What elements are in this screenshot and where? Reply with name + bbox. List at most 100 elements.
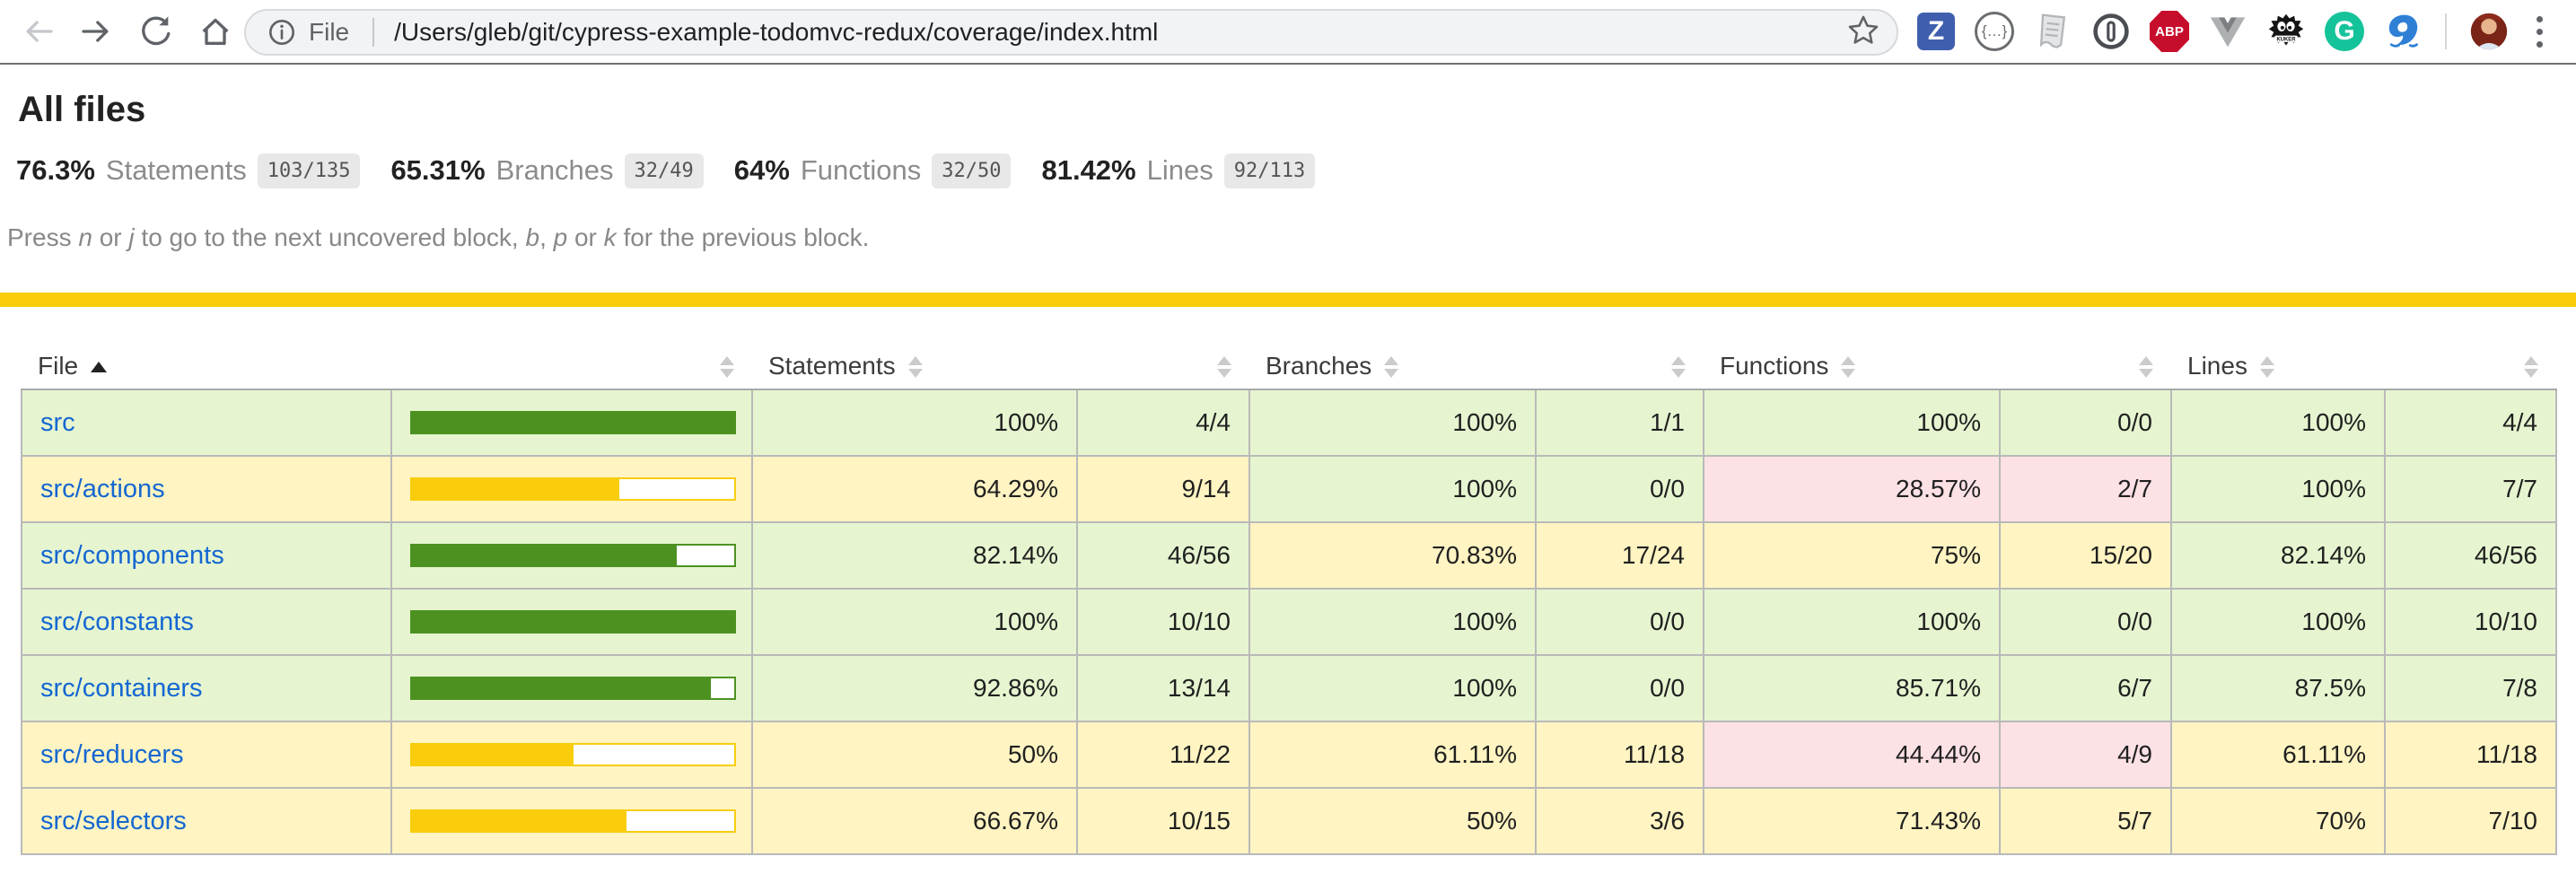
extension-adblock-plus[interactable]: ABP [2150,11,2189,52]
lines-pct-cell: 70% [2170,787,2386,855]
url-text[interactable]: /Users/gleb/git/cypress-example-todomvc-… [394,18,1159,46]
functions-abs-cell: 0/0 [1999,389,2172,457]
column-header-bar[interactable] [391,348,752,390]
functions-abs-cell: 2/7 [1999,455,2172,523]
toolbar-divider [2445,13,2447,49]
coverage-bar [410,743,736,766]
coverage-bar [410,544,736,567]
file-cell: src/selectors [21,787,392,855]
column-header-lines-abs[interactable] [2385,348,2556,390]
extension-octopus[interactable] [2383,12,2423,51]
lines-pct-cell: 100% [2170,455,2386,523]
functions-abs-cell: 5/7 [1999,787,2172,855]
menu-dot [2537,15,2543,22]
statements-pct-cell: 66.67% [751,787,1078,855]
monster-icon: KUKER [2268,13,2304,46]
table-header-row: File Statements Branches Functions Lines [22,348,2556,390]
column-header-statements[interactable]: Statements [752,348,1077,390]
coverage-bar-cell [390,521,753,590]
reload-icon [142,16,171,46]
reload-button[interactable] [138,13,174,49]
keyboard-hint: Press n or j to go to the next uncovered… [7,223,870,251]
statements-pct-cell: 64.29% [751,455,1078,523]
page-info-icon[interactable] [267,18,296,47]
file-link[interactable]: src/reducers [40,739,184,769]
file-cell: src/actions [21,455,392,523]
sort-icon [907,356,923,379]
coverage-bar-fill [412,612,734,632]
statements-pct: 76.3% [16,154,95,186]
back-button[interactable] [20,13,56,49]
sort-icon [1384,356,1399,379]
address-bar[interactable]: File /Users/gleb/git/cypress-example-tod… [244,9,1898,56]
bookmark-star-button[interactable] [1846,13,1880,52]
document-scroll-icon [2039,13,2066,48]
menu-dot [2537,40,2543,48]
branches-pct-cell: 100% [1249,588,1537,656]
browser-menu-button[interactable] [2528,15,2552,48]
extension-onepassword[interactable] [2091,12,2131,51]
branches-pct-cell: 100% [1249,389,1537,457]
table-row: src/actions 64.29% 9/14 100% 0/0 28.57% … [21,455,2557,523]
file-link[interactable]: src/containers [40,673,203,703]
back-arrow-icon [26,21,53,42]
lines-fraction: 92/113 [1223,153,1316,188]
statements-abs-cell: 13/14 [1076,654,1250,722]
lines-abs-cell: 46/56 [2384,521,2557,590]
functions-pct: 64% [733,154,790,186]
blue-octopus-icon [2388,14,2418,48]
file-cell: src/reducers [21,721,392,789]
column-header-lines[interactable]: Lines [2171,348,2385,390]
file-cell: src/constants [21,588,392,656]
column-header-branches-abs[interactable] [1536,348,1704,390]
column-header-branches[interactable]: Branches [1249,348,1536,390]
coverage-bar-cell [390,721,753,789]
sort-icon [1671,356,1686,379]
file-link[interactable]: src/constants [40,607,194,636]
avatar-icon [2470,13,2508,50]
lines-abs-cell: 10/10 [2384,588,2557,656]
column-header-functions-abs[interactable] [2000,348,2171,390]
lines-pct-cell: 100% [2170,389,2386,457]
coverage-bar [410,677,736,700]
coverage-bar-fill [412,479,619,499]
lines-abs-cell: 11/18 [2384,721,2557,789]
extension-json-viewer[interactable]: {…} [1975,12,2014,51]
stat-functions: 64% Functions 32/50 [734,153,1012,188]
home-button[interactable] [197,13,233,49]
branches-abs-cell: 0/0 [1535,654,1704,722]
coverage-summary-stats: 76.3% Statements 103/135 65.31% Branches… [16,151,2576,190]
file-link[interactable]: src [40,407,75,437]
column-header-statements-abs[interactable] [1077,348,1249,390]
file-link[interactable]: src/components [40,540,224,570]
extension-grammarly[interactable]: G [2325,12,2364,51]
coverage-bar-fill [412,546,677,565]
file-link[interactable]: src/selectors [40,806,187,835]
extension-vue-devtools[interactable] [2208,12,2247,51]
home-icon [202,18,229,45]
browser-toolbar: File /Users/gleb/git/cypress-example-tod… [0,0,2576,65]
extension-zotero[interactable]: Z [1916,12,1956,51]
coverage-bar-cell [390,389,753,457]
coverage-table-body: src 100% 4/4 100% 1/1 100% 0/0 100% 4/4 … [21,389,2557,855]
branches-fraction: 32/49 [624,153,704,188]
statements-label: Statements [105,154,247,186]
statements-abs-cell: 46/56 [1076,521,1250,590]
coverage-bar-fill [412,811,627,831]
profile-avatar[interactable] [2469,12,2509,51]
coverage-report: All files 76.3% Statements 103/135 65.31… [0,88,2576,855]
coverage-bar-fill [412,745,574,765]
column-header-functions[interactable]: Functions [1704,348,2000,390]
forward-button[interactable] [79,13,115,49]
table-row: src/reducers 50% 11/22 61.11% 11/18 44.4… [21,721,2557,789]
branches-abs-cell: 1/1 [1535,389,1704,457]
menu-dot [2537,28,2543,35]
extension-notes[interactable] [2033,12,2072,51]
lines-abs-cell: 7/8 [2384,654,2557,722]
page-title: All files [18,90,146,129]
column-header-file[interactable]: File [22,348,391,390]
extension-kuker[interactable]: KUKER [2266,12,2306,51]
functions-abs-cell: 15/20 [1999,521,2172,590]
file-link[interactable]: src/actions [40,474,165,503]
sort-icon [1841,356,1856,379]
